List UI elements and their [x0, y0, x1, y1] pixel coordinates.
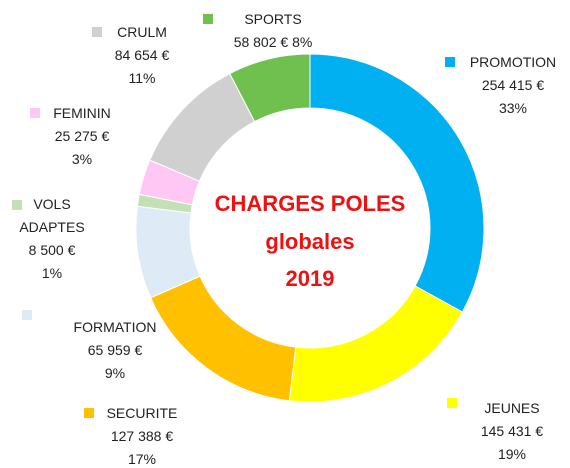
slice-label: CRULM 84 654 € 11% [92, 21, 192, 90]
slice-label: SECURITE 127 388 € 17% [92, 402, 192, 468]
slice-label: FORMATION 65 959 € 9% [65, 316, 165, 385]
slice-label: JEUNES 145 431 € 19% [462, 397, 562, 466]
value-label: 84 654 € [114, 47, 170, 63]
slice-label: PROMOTION 254 415 € 33% [458, 51, 568, 120]
percent-label: 19% [497, 446, 527, 462]
value-label: 8 500 € [28, 242, 76, 258]
legend-swatch [84, 408, 94, 418]
value-label: 145 431 € [480, 423, 544, 439]
legend-swatch [12, 200, 22, 210]
donut-slice [309, 53, 485, 313]
category-label: CRULM [117, 24, 167, 40]
percent-label: 3% [71, 151, 93, 167]
value-line: 58 802 € 8% [208, 31, 338, 54]
value-label: 65 959 € [87, 342, 143, 358]
legend-swatch [22, 310, 32, 320]
category-label: SECURITE [106, 405, 178, 421]
slice-label: FEMININ 25 275 € 3% [32, 102, 132, 171]
category-label: PROMOTION [469, 54, 557, 70]
chart-title: globales [265, 229, 354, 254]
percent-label: 33% [498, 100, 528, 116]
legend-swatch [92, 27, 102, 37]
donut-slice [288, 285, 464, 403]
value-label: 127 388 € [110, 428, 174, 444]
legend-swatch [203, 14, 213, 24]
category-label: FEMININ [53, 105, 111, 121]
percent-label: 1% [41, 265, 63, 281]
chart-title: 2019 [286, 266, 335, 291]
legend-swatch [445, 57, 455, 67]
chart-title: CHARGES POLES [215, 191, 406, 216]
category-label: SPORTS [244, 11, 302, 27]
percent-label: 17% [127, 451, 157, 467]
value-label: 25 275 € [54, 128, 110, 144]
slice-label: SPORTS 58 802 € 8% [208, 8, 338, 54]
category-label: VOLS ADAPTES [19, 196, 85, 235]
percent-label: 8% [292, 34, 313, 50]
legend-swatch [30, 108, 40, 118]
percent-label: 9% [104, 365, 126, 381]
donut-slice [149, 275, 297, 402]
value-label: 254 415 € [481, 77, 545, 93]
category-label: FORMATION [73, 319, 157, 335]
donut-slice [229, 53, 311, 123]
slice-label: VOLS ADAPTES 8 500 € 1% [17, 193, 87, 285]
legend-swatch [447, 398, 457, 408]
value-label: 58 802 € [233, 34, 289, 50]
category-label: JEUNES [484, 400, 540, 416]
percent-label: 11% [128, 70, 156, 86]
